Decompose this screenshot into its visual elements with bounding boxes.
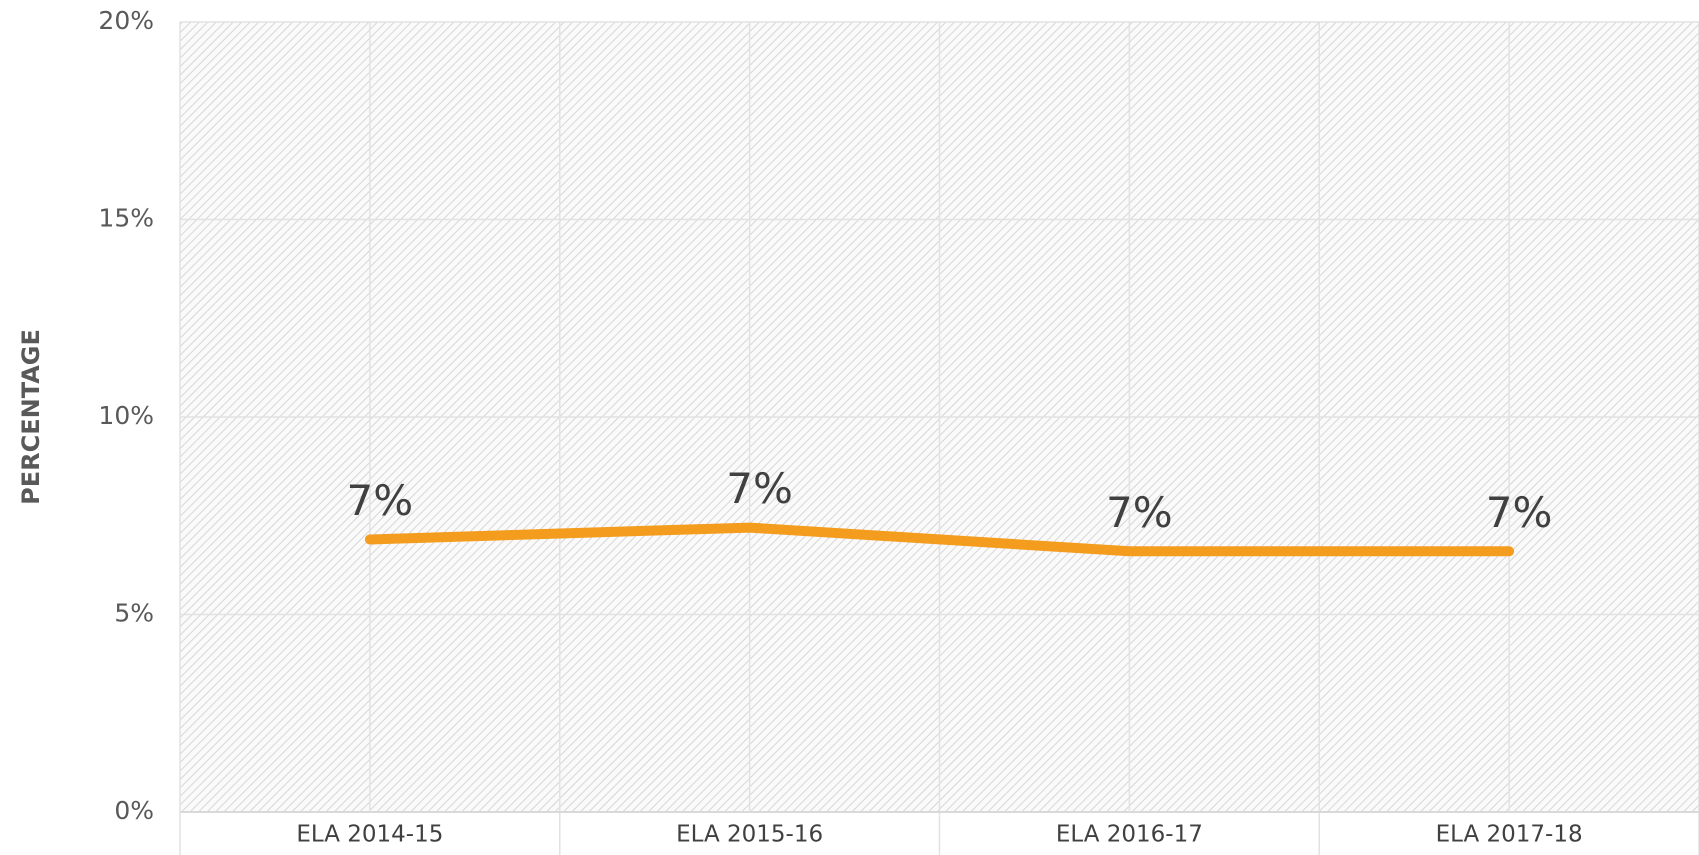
y-tick-label: 15% — [98, 204, 154, 233]
data-label: 7% — [726, 464, 793, 513]
y-tick-label: 20% — [98, 6, 154, 35]
x-tick-label: ELA 2014-15 — [296, 822, 443, 848]
y-tick-label: 5% — [114, 599, 154, 628]
y-tick-label: 0% — [114, 796, 154, 825]
x-tick-label: ELA 2015-16 — [676, 822, 823, 848]
x-tick-label: ELA 2016-17 — [1056, 822, 1203, 848]
x-tick-label: ELA 2017-18 — [1436, 822, 1583, 848]
data-label: 7% — [347, 476, 414, 525]
y-axis-label: PERCENTAGE — [17, 329, 45, 505]
y-tick-label: 10% — [98, 401, 154, 430]
line-series — [364, 522, 1515, 557]
data-label: 7% — [1486, 488, 1553, 537]
data-label: 7% — [1106, 488, 1173, 537]
